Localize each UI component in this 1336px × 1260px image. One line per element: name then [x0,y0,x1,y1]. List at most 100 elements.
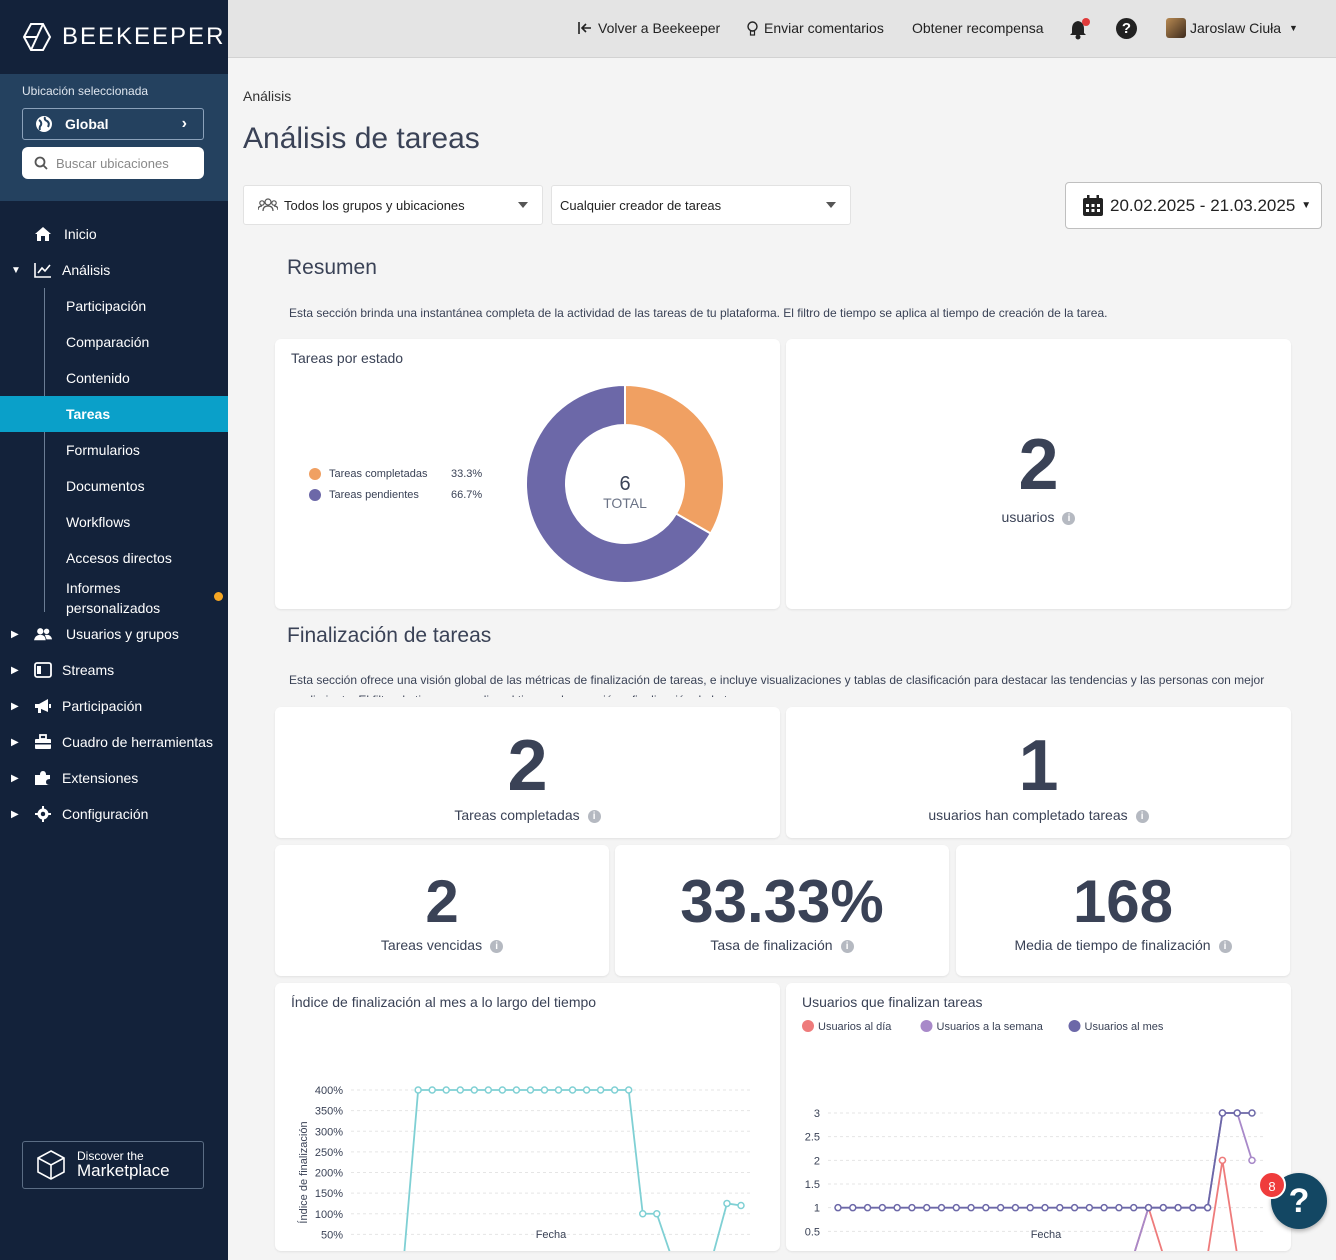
rate-label: Tasa de finalización [710,937,833,953]
legend-label: Tareas pendientes [329,489,419,501]
info-icon[interactable]: i [840,939,854,953]
dropdown-arrow-icon [826,202,836,208]
y-tick-label: 200% [315,1168,343,1180]
completion-rate-chart-card: Índice de finalización al mes a lo largo… [275,983,780,1251]
y-tick-label: 0.5 [805,1226,820,1238]
globe-icon [36,116,52,132]
data-point [723,1199,731,1208]
data-point [922,1203,931,1212]
data-point [863,1203,872,1212]
sidebar-item-analysis[interactable]: ▼ Análisis [0,252,228,288]
overdue-label-row: Tareas vencidas i [275,937,609,953]
x-axis-label: Fecha [536,1229,567,1241]
top-bar: Volver a Beekeeper Enviar comentarios Ob… [228,0,1336,58]
sidebar-subitem-shortcuts[interactable]: Accesos directos [0,540,228,576]
card-title: Usuarios que finalizan tareas [802,994,983,1010]
data-point [1203,1203,1212,1212]
sidebar-subitem-content[interactable]: Contenido [0,360,228,396]
data-point [1248,1156,1256,1165]
sidebar-item-participation[interactable]: ▶ Participación [0,688,228,724]
sidebar-subitem-documents[interactable]: Documentos [0,468,228,504]
sidebar-subitem-comparison[interactable]: Comparación [0,324,228,360]
sidebar-subitem-workflows[interactable]: Workflows [0,504,228,540]
sidebar-subitem-participation[interactable]: Participación [0,288,228,324]
sidebar-item-toolbox[interactable]: ▶ Cuadro de herramientas [0,724,228,760]
sidebar-item-settings[interactable]: ▶ Configuración [0,796,228,832]
completion-rate-line-chart: 0%50%100%150%200%250%300%350%400%marzo 1… [297,1085,751,1251]
y-tick-label: 3 [814,1108,820,1120]
data-point [1233,1109,1241,1117]
marketplace-button[interactable]: Discover the Marketplace [22,1141,204,1189]
x-axis-label: Fecha [1031,1229,1062,1241]
sidebar-item-label: Inicio [64,226,97,242]
users-completing-line-chart: 00.511.522.53marzo 1, 2025FechaUsuarios … [802,1020,1264,1251]
data-point [1189,1203,1197,1212]
info-icon[interactable]: i [490,939,504,953]
rate-label-row: Tasa de finalización i [615,937,949,953]
sidebar-item-users-groups[interactable]: ▶ Usuarios y grupos [0,616,228,652]
gear-icon [35,806,51,822]
marketplace-line1: Discover the [77,1149,144,1163]
location-select[interactable]: Global › [22,108,204,140]
info-icon[interactable]: i [587,809,601,823]
submenu-line [44,288,45,612]
get-reward-link[interactable]: Obtener recompensa [912,20,1044,36]
y-tick-label: 400% [315,1085,343,1097]
send-feedback-link[interactable]: Enviar comentarios [747,20,884,36]
notifications-button[interactable] [1068,18,1092,45]
beekeeper-logo[interactable]: BEEKEEPER [22,22,225,52]
tasks-by-status-card: Tareas por estado Tareas completadas 33.… [275,339,780,609]
info-icon[interactable]: i [1062,511,1076,525]
beekeeper-logo-icon [22,23,52,51]
breadcrumb[interactable]: Análisis [243,88,292,104]
data-point [1218,1109,1227,1117]
groups-locations-filter[interactable]: Todos los grupos y ubicaciones [243,185,543,225]
data-point [442,1086,450,1094]
legend-label: Usuarios al día [818,1021,892,1033]
data-point [908,1203,916,1212]
y-tick-label: 1 [814,1203,820,1215]
sidebar-item-extensions[interactable]: ▶ Extensiones [0,760,228,796]
data-point [1100,1203,1108,1212]
caret-down-icon: ▼ [1301,200,1312,211]
back-label: Volver a Beekeeper [598,20,721,36]
task-creator-filter[interactable]: Cualquier creador de tareas [551,185,851,225]
marketplace-line2: Marketplace [77,1161,170,1180]
users-completed-label-row: usuarios han completado tareas i [786,807,1291,823]
card-title: Índice de finalización al mes a lo largo… [291,994,597,1010]
data-point [1129,1203,1138,1212]
sidebar-subitem-tasks[interactable]: Tareas [0,396,228,432]
sidebar-subitem-custom-reports[interactable]: Informes personalizados [0,576,228,616]
back-to-beekeeper-link[interactable]: Volver a Beekeeper [578,20,720,36]
sidebar-item-label: Cuadro de herramientas [62,734,213,750]
overdue-label: Tareas vencidas [380,937,483,953]
home-icon [35,227,51,241]
caret-right-icon: ▶ [11,664,19,676]
info-icon[interactable]: i [1218,939,1232,953]
data-point [1026,1203,1034,1212]
main-content: Análisis Análisis de tareas Todos los gr… [228,58,1336,1260]
data-point [428,1086,436,1094]
reward-label: Obtener recompensa [912,20,1044,36]
users-completed-card: 1 usuarios han completado tareas i [786,707,1291,838]
search-icon [34,156,48,170]
creator-filter-value: Cualquier creador de tareas [560,197,722,213]
sidebar-item-label: Análisis [62,262,111,278]
sidebar-item-home[interactable]: Inicio [0,216,228,252]
y-tick-label: 1.5 [805,1179,820,1191]
help-button[interactable]: ? [1116,18,1137,39]
location-search-input[interactable]: Buscar ubicaciones [22,147,204,179]
donut-slice [525,384,713,584]
sidebar-subitem-forms[interactable]: Formularios [0,432,228,468]
data-point [540,1086,549,1094]
dropdown-arrow-icon [518,202,528,208]
puzzle-icon [35,771,50,785]
help-chat-badge: 8 [1258,1171,1286,1199]
data-point [1011,1203,1020,1212]
user-menu[interactable]: Jaroslaw Ciuła ▼ [1166,18,1298,38]
card-title: Tareas por estado [291,350,404,366]
sidebar-item-streams[interactable]: ▶ Streams [0,652,228,688]
info-icon[interactable]: i [1135,809,1149,823]
users-value: 2 [1018,425,1059,505]
date-range-picker[interactable]: 20.02.2025 - 21.03.2025 ▼ [1065,182,1322,229]
